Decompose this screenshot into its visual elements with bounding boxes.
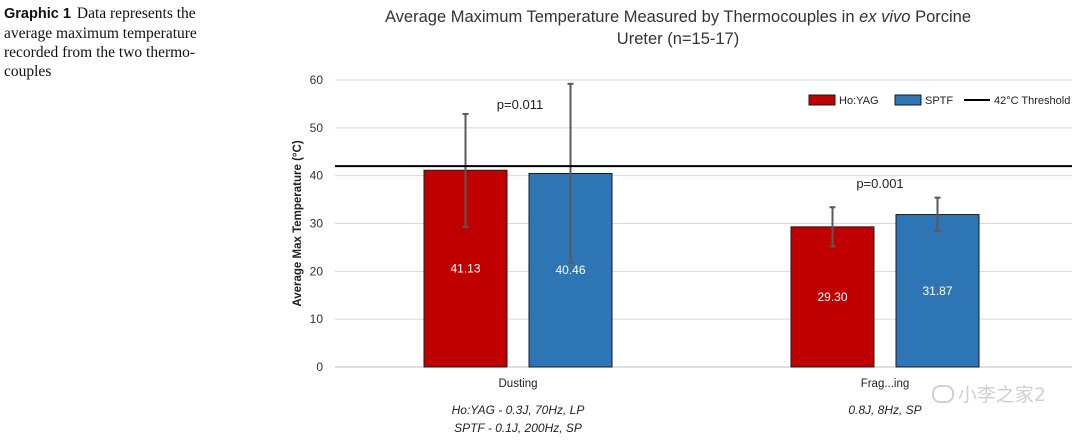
caption-label: Graphic 1 — [4, 6, 71, 22]
p-value-annotation: p=0.011 — [497, 97, 543, 112]
figure-caption: Graphic 1 Data represents the average max… — [4, 4, 240, 81]
y-tick-label: 40 — [310, 169, 324, 183]
category-sublabel: 0.8J, 8Hz, SP — [848, 403, 921, 417]
y-axis-label: Average Max Temperature (°C) — [292, 140, 304, 306]
caption-text: Data represents the average maximum temp… — [4, 5, 197, 80]
y-tick-label: 30 — [310, 217, 324, 231]
plot-area: 0 10 20 30 40 50 60 Average Max Temperature (°C… — [292, 73, 1072, 435]
chart-title-part-3: Porcine — [910, 8, 971, 26]
bar-sptf-1 — [895, 214, 980, 368]
chart-title-italic: ex vivo — [859, 8, 910, 26]
y-tick-label: 20 — [310, 264, 324, 278]
category-sublabel: SPTF - 0.1J, 200Hz, SP — [454, 421, 582, 435]
category-sublabel: Ho:YAG - 0.3J, 70Hz, LP — [452, 403, 585, 417]
watermark-text: 小李之家2 — [957, 384, 1046, 406]
watermark: 小李之家2 — [931, 380, 1046, 407]
data-label: 41.13 — [450, 262, 480, 276]
chart-title-line-2: Ureter (n=15-17) — [617, 30, 739, 48]
legend-swatch-sptf — [894, 94, 922, 106]
p-value-annotation: p=0.001 — [856, 176, 903, 191]
data-label: 31.87 — [922, 284, 952, 298]
y-tick-label: 0 — [316, 360, 323, 374]
chart-title-part-1: Average Maximum Temperature Measured by … — [385, 8, 859, 26]
bar-ho-yag-1 — [790, 226, 875, 368]
legend-label: Ho:YAG — [839, 95, 879, 107]
y-tick-label: 50 — [310, 121, 324, 135]
y-tick-label: 10 — [310, 312, 324, 326]
data-label: 29.30 — [817, 290, 847, 304]
x-tick-label: Frag...ing — [861, 378, 910, 390]
data-label: 40.46 — [555, 263, 585, 277]
legend-swatch-hoyag — [808, 94, 836, 106]
legend-label: SPTF — [925, 95, 953, 107]
legend-label: 42°C Threshold — [994, 95, 1070, 107]
y-tick-label: 60 — [310, 73, 324, 87]
chat-bubble-icon — [931, 385, 954, 403]
x-tick-label: Dusting — [499, 378, 538, 390]
chart-title-line-1: Average Maximum Temperature Measured by … — [385, 8, 971, 26]
